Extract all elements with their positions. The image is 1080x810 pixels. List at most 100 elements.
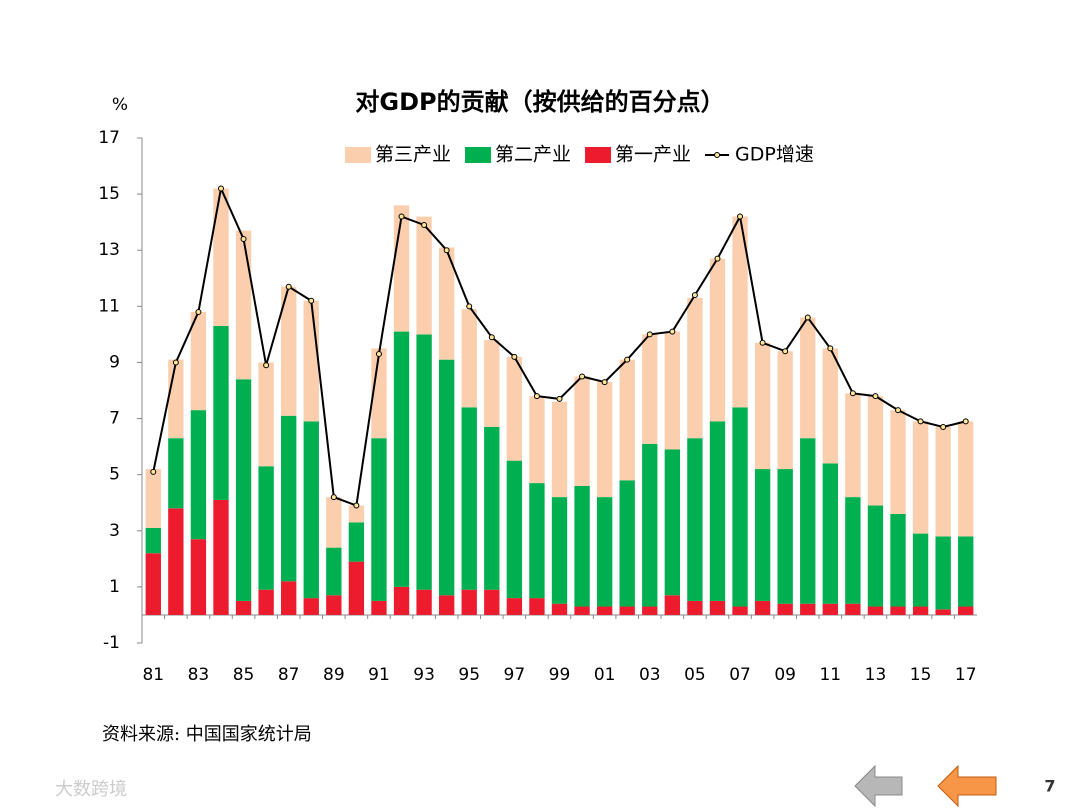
bar-segment <box>258 466 274 590</box>
bar-segment <box>800 603 816 615</box>
bar-segment <box>348 505 365 523</box>
bar-segment <box>596 606 613 615</box>
x-tick-label: 15 <box>910 665 932 685</box>
bar-segment <box>258 589 274 615</box>
bar-segment <box>642 606 658 615</box>
x-tick-label: 87 <box>278 665 300 685</box>
bar-segment <box>371 600 387 615</box>
legend-label: 第三产业 <box>375 144 451 166</box>
next-arrow[interactable] <box>937 764 997 808</box>
bar-segment <box>845 393 861 498</box>
bar-segment <box>642 443 658 607</box>
legend-label: 第二产业 <box>495 144 571 166</box>
bar-segment <box>822 463 838 604</box>
y-tick-label: 13 <box>98 240 120 260</box>
x-tick-label: 93 <box>413 665 435 685</box>
bar-segment <box>732 407 748 607</box>
bar-segment <box>506 460 523 599</box>
bar-segment <box>461 407 477 590</box>
legend-swatch <box>585 147 612 163</box>
gdp-point <box>646 331 653 338</box>
bar-segment <box>687 438 703 601</box>
bar-segment <box>732 216 748 408</box>
gdp-point <box>421 221 428 228</box>
bar-segment <box>574 485 590 607</box>
bar-segment <box>890 410 906 514</box>
gdp-point <box>511 353 518 360</box>
bar-segment <box>416 589 432 615</box>
bar-segment <box>168 508 184 615</box>
gdp-point <box>240 236 247 242</box>
legend-label: GDP增速 <box>735 144 814 166</box>
bar-segment <box>506 356 523 461</box>
bar-segment <box>393 331 410 587</box>
bar-segment <box>145 527 161 554</box>
bar-segment <box>484 426 500 590</box>
bar-segment <box>596 382 613 498</box>
bar-segment <box>845 497 861 604</box>
gdp-point <box>488 334 495 341</box>
bar-segment <box>190 311 207 411</box>
bar-segment <box>619 359 635 481</box>
x-tick-label: 17 <box>955 665 977 685</box>
y-tick-label: 7 <box>109 409 120 429</box>
bar-segment <box>619 480 635 607</box>
bar-segment <box>912 533 929 607</box>
bar-segment <box>190 539 207 615</box>
gdp-point <box>195 308 202 315</box>
gdp-point <box>375 351 382 358</box>
y-tick-label: -1 <box>103 633 120 653</box>
y-unit: % <box>112 95 128 115</box>
bar-segment <box>281 415 297 582</box>
gdp-point <box>962 418 969 425</box>
gdp-point <box>285 283 292 290</box>
bar-segment <box>958 606 974 615</box>
gdp-point <box>353 502 360 509</box>
chart-title: 对GDP的贡献（按供给的百分点） <box>355 88 724 116</box>
bar-segment <box>281 581 297 615</box>
bar-segment <box>168 438 184 509</box>
bar-segment <box>303 421 319 599</box>
bar-segment <box>687 600 703 615</box>
bar-segment <box>438 595 455 615</box>
bar-segment <box>867 396 884 506</box>
prev-arrow[interactable] <box>854 764 903 808</box>
bar-segment <box>800 317 816 439</box>
page-number: 7 <box>1044 777 1055 796</box>
gdp-point <box>827 345 834 352</box>
x-tick-label: 85 <box>233 665 255 685</box>
x-tick-label: 05 <box>684 665 706 685</box>
y-tick-label: 1 <box>109 577 120 597</box>
legend-swatch <box>465 147 492 163</box>
x-tick-label: 99 <box>549 665 571 685</box>
bar-segment <box>574 376 590 486</box>
bar-segment <box>777 351 793 470</box>
gdp-point <box>601 379 608 386</box>
bar-segment <box>326 595 342 615</box>
bar-segment <box>348 561 365 615</box>
x-tick-label: 95 <box>458 665 480 685</box>
bar-segment <box>754 469 771 601</box>
gdp-point <box>940 423 947 430</box>
legend-swatch <box>345 147 371 163</box>
bar-segment <box>326 497 342 548</box>
gdp-point <box>533 393 540 400</box>
gdp-point <box>556 395 563 402</box>
bar-segment <box>664 449 681 596</box>
gdp-point <box>669 328 676 335</box>
bar-segment <box>438 247 455 360</box>
gdp-point <box>782 348 789 355</box>
bar-segment <box>958 421 974 537</box>
bar-segment <box>461 589 477 615</box>
bar-segment <box>190 410 207 540</box>
bar-segment <box>371 438 387 601</box>
gdp-point <box>895 407 902 414</box>
bar-segment <box>619 606 635 615</box>
bar-segment <box>709 421 726 601</box>
x-tick-label: 97 <box>504 665 526 685</box>
bar-segment <box>258 362 274 467</box>
bar-segment <box>506 598 523 615</box>
gdp-point <box>217 185 224 192</box>
bar-segment <box>213 499 229 615</box>
